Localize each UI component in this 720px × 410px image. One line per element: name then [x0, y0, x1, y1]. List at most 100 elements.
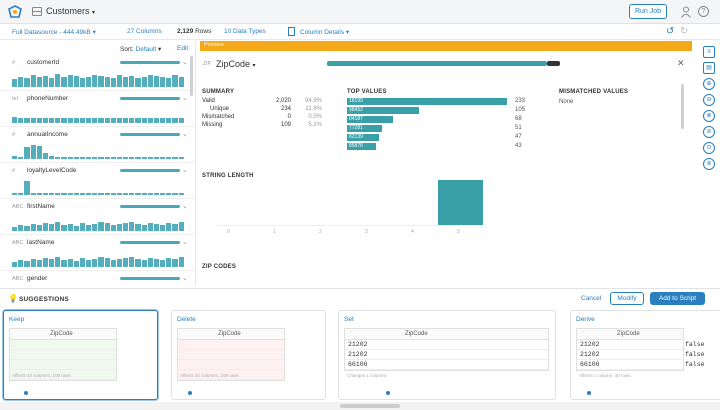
suggestion-preview-table: ZipCode: [9, 328, 117, 381]
summary-percent: 5.1%: [308, 122, 322, 128]
top-value-count: 105: [515, 107, 526, 113]
column-quality-bar: [120, 169, 180, 172]
modify-button[interactable]: Modify: [610, 292, 644, 305]
add-to-script-button[interactable]: Add to Script: [650, 292, 705, 305]
column-name-title[interactable]: ZipCode ▾: [216, 59, 256, 69]
sort-control[interactable]: Sort: Default ▾: [120, 46, 162, 53]
cancel-button[interactable]: Cancel: [581, 295, 602, 302]
top-value-label: 85876: [349, 143, 363, 149]
detail-scrollbar[interactable]: [681, 84, 684, 129]
preview-table-row: 21202: [345, 340, 548, 350]
summary-row: Unique 234 11.6%: [202, 106, 327, 114]
column-row[interactable]: # customerId ⌄: [0, 55, 195, 91]
chevron-down-icon: ▾: [92, 10, 96, 16]
summary-label[interactable]: Unique: [210, 106, 230, 112]
redo-icon[interactable]: ↻: [680, 26, 689, 37]
help-icon[interactable]: ?: [698, 6, 709, 17]
run-job-button[interactable]: Run Job: [629, 4, 667, 19]
suggestion-card[interactable]: Derive ZipCode 21202 false 21202 false 66106 fa…: [570, 310, 720, 400]
top-value-bar[interactable]: 04187: [347, 116, 393, 123]
chart-baseline: [217, 225, 467, 226]
column-histogram: [12, 177, 184, 195]
app-logo-icon[interactable]: [8, 5, 22, 19]
top-value-bar[interactable]: 77281: [347, 125, 382, 132]
suggestion-card-title: Keep: [9, 316, 25, 323]
chevron-down-icon[interactable]: ⌄: [182, 167, 188, 174]
data-types-count[interactable]: 10 Data Types: [224, 28, 266, 35]
suggestion-preview-table: ZipCode: [177, 328, 285, 381]
summary-row: Missing 109 5.1%: [202, 122, 327, 130]
top-value-bar[interactable]: 85876: [347, 143, 376, 150]
toolbar-pivot-icon[interactable]: ⊛: [703, 158, 715, 170]
suggestion-card[interactable]: Set ZipCode 21202 21202 66106 Changes 1 colum…: [338, 310, 556, 400]
column-name: gender: [27, 275, 48, 282]
chevron-down-icon[interactable]: ⌄: [182, 239, 188, 246]
top-value-label: 04187: [349, 116, 363, 122]
column-histogram: [12, 249, 184, 267]
top-value-bar[interactable]: 98452: [347, 107, 419, 114]
toolbar-cols-icon[interactable]: ▤: [703, 62, 715, 74]
suggestion-variant-dot[interactable]: [24, 391, 28, 395]
suggestions-scrollbar[interactable]: [0, 402, 720, 410]
suggestions-bar: 💡 SUGGESTIONS Cancel Modify Add to Scrip…: [0, 288, 720, 308]
column-row[interactable]: ABC firstName ⌄: [0, 199, 195, 235]
top-value-label: 77281: [349, 125, 363, 131]
suggestion-variant-dot[interactable]: [188, 391, 192, 395]
summary-row: Valid 2,020 94.9%: [202, 98, 327, 106]
preview-cell-value: 21202: [348, 351, 368, 358]
top-value-count: 233: [515, 98, 526, 104]
preview-cell-value: 66106: [580, 361, 600, 368]
summary-table: Valid 2,020 94.9% Unique 234 11.6% Mismatched 0…: [202, 98, 327, 130]
column-name: lastName: [27, 239, 55, 246]
suggestion-card[interactable]: Keep ZipCode Affects 44 columns, 109 rows: [3, 310, 158, 400]
column-row[interactable]: # loyaltyLevelCode ⌄: [0, 163, 195, 199]
column-row[interactable]: # annualIncome ⌄: [0, 127, 195, 163]
preview-table-row: 21202 false: [577, 340, 705, 350]
summary-label[interactable]: Missing: [202, 122, 223, 128]
column-list-scrollbar[interactable]: [190, 56, 193, 96]
dataset-name[interactable]: Customers ▾: [46, 6, 96, 16]
toolbar-sort-icon[interactable]: ⊖: [703, 94, 715, 106]
top-value-bar[interactable]: 18199: [347, 98, 507, 105]
toolbar-filter-icon[interactable]: ⊕: [703, 78, 715, 90]
column-details-toggle[interactable]: Column Details ▾: [300, 29, 350, 36]
chevron-down-icon: ▾: [92, 29, 96, 36]
summary-label[interactable]: Valid: [202, 98, 215, 104]
column-row[interactable]: tel phoneNumber ⌄: [0, 91, 195, 127]
column-histogram: [12, 69, 184, 87]
chevron-down-icon[interactable]: ⌄: [182, 203, 188, 210]
columns-count[interactable]: 27 Columns: [127, 28, 162, 35]
column-row[interactable]: ABC gender ⌄: [0, 271, 195, 286]
toolbar-list-icon[interactable]: ≡: [703, 46, 715, 58]
toolbar-aggregate-icon[interactable]: ⊙: [703, 142, 715, 154]
chevron-down-icon[interactable]: ⌄: [182, 59, 188, 66]
suggestion-card-footer: Affects 44 columns, 109 rows: [12, 373, 71, 378]
suggestion-variant-dot[interactable]: [386, 391, 390, 395]
preview-table-header: ZipCode: [577, 329, 683, 340]
top-value-bar[interactable]: 82139: [347, 134, 379, 141]
suggestion-card-title: Derive: [576, 316, 595, 323]
user-icon[interactable]: [681, 6, 691, 18]
preview-table-header: ZipCode: [345, 329, 548, 340]
suggestion-variant-dot[interactable]: [587, 391, 591, 395]
summary-value: 234: [280, 106, 291, 112]
preview-table-header: ZipCode: [10, 329, 116, 340]
undo-icon[interactable]: ↺: [666, 26, 675, 37]
preview-table-header: ZipCode: [178, 329, 284, 340]
close-icon[interactable]: ✕: [677, 58, 685, 68]
chevron-down-icon[interactable]: ⌄: [182, 275, 188, 282]
toolbar-merge-icon[interactable]: ⊘: [703, 126, 715, 138]
datasource-selector[interactable]: Full Datasource - 444.49kB ▾: [12, 29, 96, 36]
suggestion-card[interactable]: Delete ZipCode Affects 44 columns, 109 row…: [171, 310, 326, 400]
preview-banner: Preview: [200, 41, 692, 51]
summary-label[interactable]: Mismatched: [202, 114, 235, 120]
preview-table-row: 66106 false: [577, 360, 705, 370]
toolbar-split-icon[interactable]: ⊗: [703, 110, 715, 122]
column-type-icon: ABC: [12, 276, 24, 282]
preview-table-row: [178, 340, 284, 350]
chevron-down-icon[interactable]: ⌄: [182, 131, 188, 138]
edit-columns-link[interactable]: Edit: [177, 45, 189, 52]
preview-cell-value: 21202: [348, 341, 368, 348]
chevron-down-icon[interactable]: ⌄: [182, 95, 188, 102]
column-row[interactable]: ABC lastName ⌄: [0, 235, 195, 271]
